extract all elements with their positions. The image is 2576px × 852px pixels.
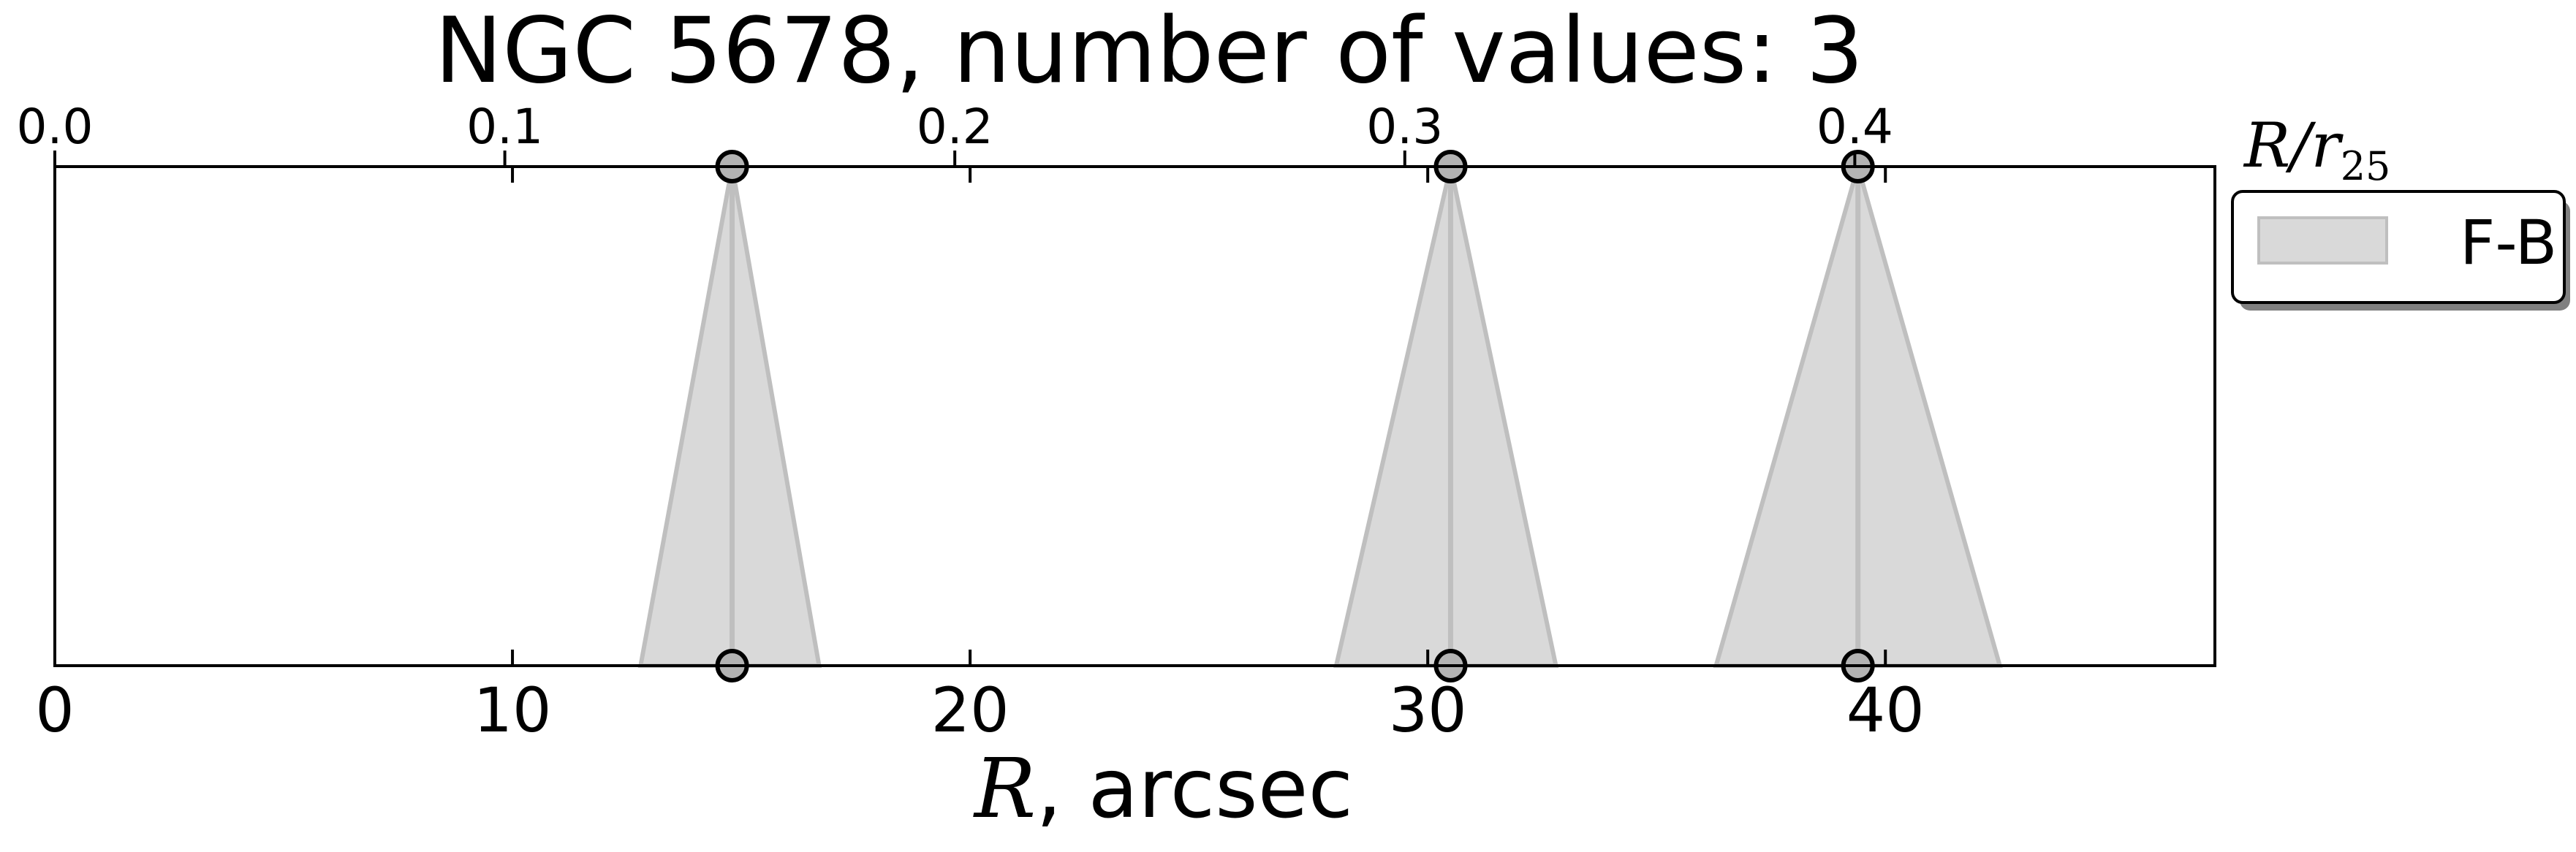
top-tick-label: 0.3 bbox=[1366, 99, 1443, 155]
data-point-3 bbox=[1713, 150, 2003, 682]
x-tick-label: 30 bbox=[1389, 674, 1467, 746]
top-tick-label: 0.1 bbox=[466, 99, 543, 155]
top-axis: 0.0 0.1 0.2 0.3 0.4 bbox=[17, 99, 1893, 167]
data-point-2 bbox=[1333, 150, 1559, 682]
top-axis-label-subscript: 25 bbox=[2341, 143, 2391, 189]
x-tick-label: 20 bbox=[931, 674, 1009, 746]
top-tick-label: 0.2 bbox=[917, 99, 993, 155]
x-axis-label: R, arcsec bbox=[973, 742, 1353, 837]
x-tick-label: 40 bbox=[1846, 674, 1925, 746]
x-tick-label: 10 bbox=[474, 674, 552, 746]
chart-title: NGC 5678, number of values: 3 bbox=[435, 0, 1864, 104]
error-region bbox=[1333, 166, 1559, 668]
legend-swatch bbox=[2257, 216, 2388, 265]
top-tick-label: 0.0 bbox=[17, 99, 94, 155]
x-axis-unit: , arcsec bbox=[1036, 742, 1353, 837]
legend: F-B bbox=[2231, 190, 2570, 311]
plot-frame bbox=[53, 165, 2216, 667]
top-axis-label-base: R/r bbox=[2243, 110, 2344, 181]
x-axis-symbol: R bbox=[973, 742, 1036, 837]
bottom-axis: 0 10 20 30 40 bbox=[35, 167, 1925, 746]
x-tick-label: 0 bbox=[35, 674, 74, 746]
top-tick-label: 0.4 bbox=[1817, 99, 1893, 155]
legend-label: F-B bbox=[2460, 207, 2557, 278]
top-axis-label: R/r25 bbox=[2243, 110, 2390, 189]
data-layer bbox=[637, 150, 2003, 682]
data-point-1 bbox=[637, 150, 822, 682]
